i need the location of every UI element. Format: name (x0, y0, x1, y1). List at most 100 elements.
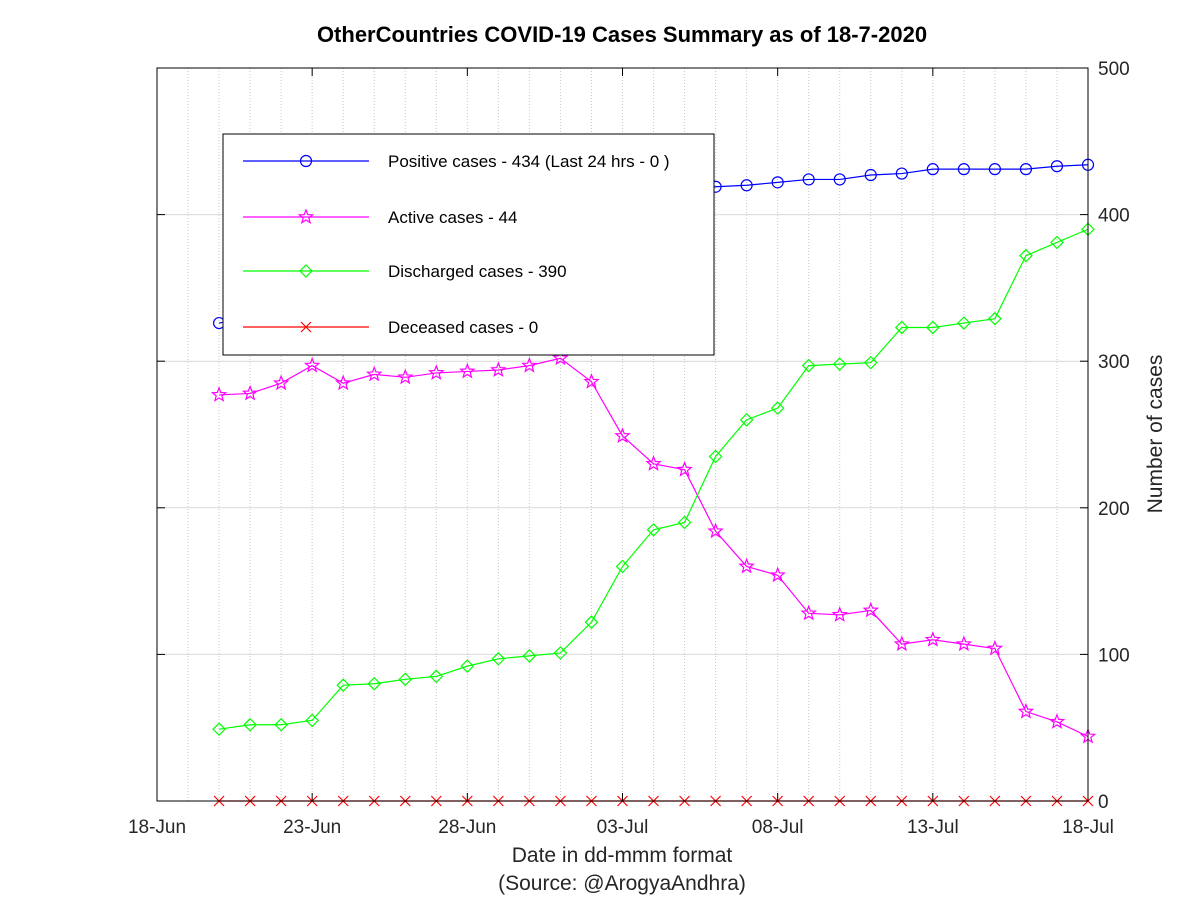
data-point (770, 401, 785, 415)
legend: Positive cases - 434 (Last 24 hrs - 0 ) A… (222, 133, 715, 356)
data-point (398, 672, 413, 687)
data-point (303, 356, 321, 373)
x-tick-label: 18-Jun (128, 817, 186, 838)
data-point (491, 651, 506, 666)
y-tick-label: 100 (1098, 645, 1130, 666)
x-tick-label: 08-Jul (752, 817, 804, 838)
data-point (771, 176, 784, 189)
data-point (212, 722, 226, 737)
data-point (833, 173, 846, 186)
series-star (210, 349, 1097, 744)
legend-label: Deceased cases - 0 (388, 318, 538, 337)
series-line (219, 357, 1089, 738)
data-point (708, 449, 723, 464)
x-axis-label: Date in dd-mmm format (512, 844, 733, 867)
x-tick-label: 13-Jul (907, 817, 959, 838)
data-point (272, 374, 290, 391)
data-point (1050, 235, 1064, 250)
data-point (490, 361, 507, 378)
data-point (1050, 160, 1064, 173)
data-point (274, 717, 288, 732)
data-point (957, 163, 970, 176)
data-point (241, 384, 259, 401)
data-point (584, 615, 599, 629)
data-point (522, 649, 537, 663)
data-point (521, 356, 538, 373)
data-point (365, 365, 383, 382)
legend-item: Active cases - 44 (243, 208, 517, 227)
data-point (988, 311, 1002, 326)
data-point (1017, 702, 1035, 719)
data-point (459, 362, 476, 379)
y-axis: 0 100 200 300 400 500 (157, 59, 1130, 813)
data-point (769, 566, 786, 583)
source-note: (Source: @ArogyaAndhra) (498, 872, 746, 895)
legend-item: Positive cases - 434 (Last 24 hrs - 0 ) (243, 152, 670, 171)
y-axis-label: Number of cases (1144, 355, 1167, 514)
y-tick-label: 200 (1098, 499, 1130, 520)
data-point (553, 646, 568, 660)
data-point (740, 179, 753, 192)
data-point (862, 601, 880, 618)
legend-marker (297, 208, 315, 225)
x-axis: 18-Jun 23-Jun 28-Jun 03-Jul 08-Jul 13-Jul 18-J… (128, 68, 1114, 838)
data-point (863, 355, 878, 370)
data-point (738, 557, 755, 574)
data-point (864, 168, 877, 182)
data-point (615, 559, 630, 574)
data-point (645, 455, 662, 471)
data-point (210, 386, 228, 402)
y-tick-label: 500 (1098, 59, 1130, 80)
y-tick-label: 300 (1098, 352, 1130, 373)
data-point (707, 522, 724, 539)
data-point (334, 374, 352, 391)
data-point (614, 427, 631, 443)
x-tick-label: 03-Jul (597, 817, 649, 838)
legend-marker (299, 264, 313, 278)
data-point (1019, 248, 1033, 263)
legend-item: Discharged cases - 390 (243, 262, 567, 281)
legend-label: Active cases - 44 (388, 208, 517, 227)
data-point (924, 631, 942, 647)
x-tick-label: 23-Jun (283, 817, 341, 838)
y-tick-label: 400 (1098, 206, 1130, 227)
data-point (895, 167, 908, 180)
series-diamond (212, 222, 1095, 737)
data-point (894, 320, 909, 335)
data-point (957, 316, 971, 330)
chart-title: OtherCountries COVID-19 Cases Summary as… (317, 22, 927, 47)
data-point (677, 515, 692, 530)
data-point (802, 173, 815, 186)
legend-label: Discharged cases - 390 (388, 262, 567, 281)
y-tick-label: 0 (1098, 792, 1109, 813)
data-point (893, 635, 911, 652)
data-point (800, 604, 817, 621)
data-point (739, 412, 754, 427)
data-point (428, 364, 445, 380)
x-tick-label: 18-Jul (1062, 817, 1114, 838)
data-point (925, 320, 940, 335)
data-point (801, 358, 816, 373)
data-point (243, 717, 257, 732)
x-tick-label: 28-Jun (438, 817, 496, 838)
legend-marker (300, 321, 312, 333)
data-point (429, 669, 444, 684)
data-point (336, 678, 351, 693)
data-point (955, 635, 973, 652)
legend-box (222, 133, 715, 356)
data-point (676, 461, 693, 477)
data-point (646, 522, 661, 537)
data-point (552, 349, 569, 366)
data-point (832, 357, 847, 371)
legend-label: Positive cases - 434 (Last 24 hrs - 0 ) (388, 152, 670, 171)
series-line (218, 228, 1089, 730)
data-point (1048, 713, 1066, 729)
data-point (583, 373, 600, 389)
data-point (305, 713, 320, 728)
data-point (1019, 163, 1033, 176)
legend-marker (299, 154, 313, 168)
legend-item: Deceased cases - 0 (243, 318, 538, 337)
data-point (831, 606, 848, 622)
data-point (988, 163, 1002, 176)
